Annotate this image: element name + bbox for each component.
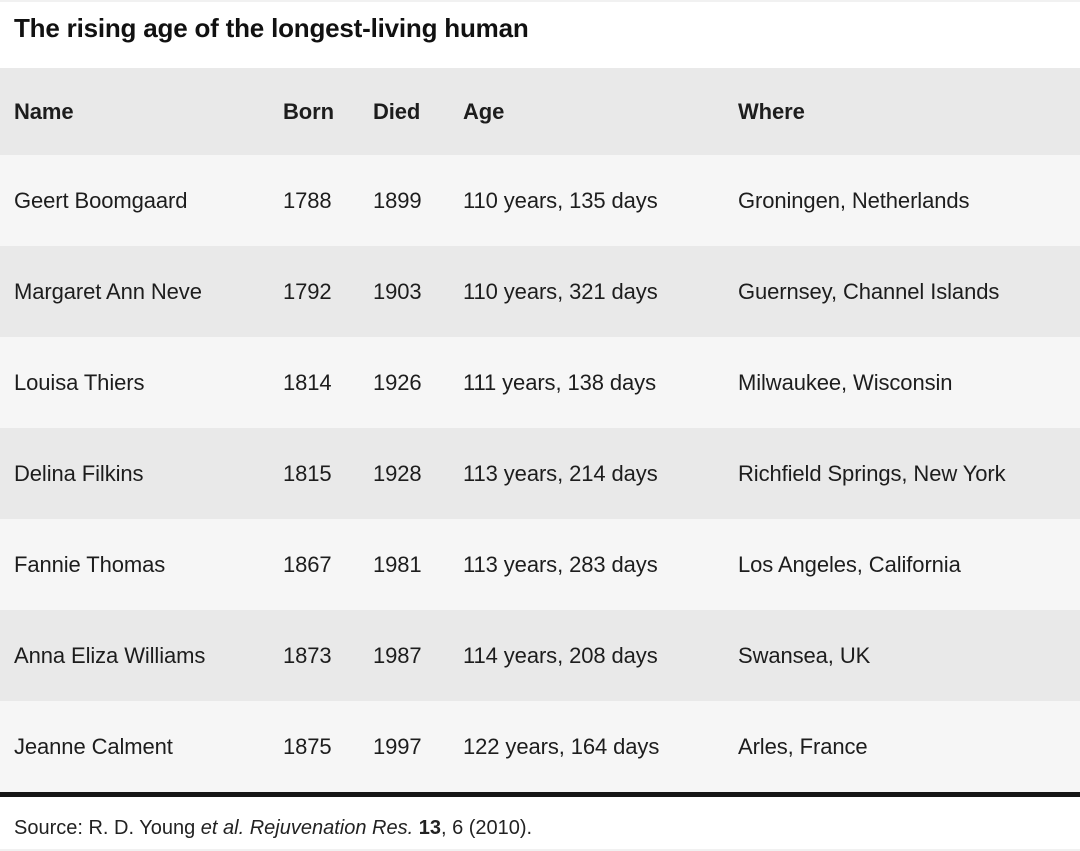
cell-name: Jeanne Calment bbox=[14, 733, 173, 759]
cell-died: 1926 bbox=[373, 369, 422, 395]
column-header-born: Born bbox=[283, 98, 334, 124]
cell-where: Swansea, UK bbox=[738, 642, 871, 668]
source-prefix: Source: R. D. Young bbox=[14, 817, 201, 839]
column-header-age: Age bbox=[463, 98, 505, 124]
column-header-where: Where bbox=[738, 98, 805, 124]
cell-name: Louisa Thiers bbox=[14, 369, 145, 395]
cell-died: 1903 bbox=[373, 278, 422, 304]
table-row: Anna Eliza Williams 1873 1987 114 years,… bbox=[0, 610, 1080, 701]
cell-where: Arles, France bbox=[738, 733, 868, 759]
table-header-row: Name Born Died Age Where bbox=[0, 68, 1080, 155]
cell-died: 1981 bbox=[373, 551, 422, 577]
cell-name: Delina Filkins bbox=[14, 460, 144, 486]
cell-died: 1899 bbox=[373, 187, 422, 213]
table-row: Geert Boomgaard 1788 1899 110 years, 135… bbox=[0, 155, 1080, 246]
cell-born: 1792 bbox=[283, 278, 332, 304]
cell-name: Anna Eliza Williams bbox=[14, 642, 206, 668]
table-header: Name Born Died Age Where bbox=[0, 68, 1080, 155]
table-body: Geert Boomgaard 1788 1899 110 years, 135… bbox=[0, 155, 1080, 792]
cell-age: 114 years, 208 days bbox=[463, 642, 658, 668]
table-row: Jeanne Calment 1875 1997 122 years, 164 … bbox=[0, 701, 1080, 792]
cell-name: Geert Boomgaard bbox=[14, 187, 188, 213]
cell-where: Richfield Springs, New York bbox=[738, 460, 1006, 486]
cell-died: 1928 bbox=[373, 460, 422, 486]
table-row: Fannie Thomas 1867 1981 113 years, 283 d… bbox=[0, 519, 1080, 610]
cell-born: 1873 bbox=[283, 642, 332, 668]
cell-born: 1814 bbox=[283, 369, 332, 395]
source-suffix: , 6 (2010). bbox=[440, 817, 533, 839]
source-line: Source: R. D. Young et al. Rejuvenation … bbox=[14, 816, 1066, 840]
cell-age: 113 years, 214 days bbox=[463, 460, 658, 486]
cell-born: 1788 bbox=[283, 187, 332, 213]
cell-age: 110 years, 321 days bbox=[463, 278, 658, 304]
longevity-table: Name Born Died Age Where Geert Boomgaard… bbox=[0, 68, 1080, 792]
cell-age: 111 years, 138 days bbox=[463, 369, 656, 395]
cell-born: 1875 bbox=[283, 733, 332, 759]
cell-died: 1987 bbox=[373, 642, 422, 668]
source-journal: Rejuvenation Res. bbox=[249, 817, 419, 839]
figure-title: The rising age of the longest-living hum… bbox=[14, 13, 529, 43]
source-et-al: et al. bbox=[200, 817, 250, 839]
table-row: Margaret Ann Neve 1792 1903 110 years, 3… bbox=[0, 246, 1080, 337]
bottom-rule bbox=[0, 792, 1080, 797]
cell-where: Milwaukee, Wisconsin bbox=[738, 369, 953, 395]
cell-where: Los Angeles, California bbox=[738, 551, 961, 577]
column-header-died: Died bbox=[373, 98, 421, 124]
cell-born: 1815 bbox=[283, 460, 332, 486]
cell-where: Guernsey, Channel Islands bbox=[738, 278, 1000, 304]
column-header-name: Name bbox=[14, 98, 74, 124]
cell-born: 1867 bbox=[283, 551, 332, 577]
cell-name: Margaret Ann Neve bbox=[14, 278, 202, 304]
cell-where: Groningen, Netherlands bbox=[738, 187, 970, 213]
cell-age: 113 years, 283 days bbox=[463, 551, 658, 577]
table-row: Louisa Thiers 1814 1926 111 years, 138 d… bbox=[0, 337, 1080, 428]
cell-age: 110 years, 135 days bbox=[463, 187, 658, 213]
cell-name: Fannie Thomas bbox=[14, 551, 166, 577]
cell-age: 122 years, 164 days bbox=[463, 733, 660, 759]
table-row: Delina Filkins 1815 1928 113 years, 214 … bbox=[0, 428, 1080, 519]
cell-died: 1997 bbox=[373, 733, 422, 759]
source-volume: 13 bbox=[418, 817, 441, 839]
